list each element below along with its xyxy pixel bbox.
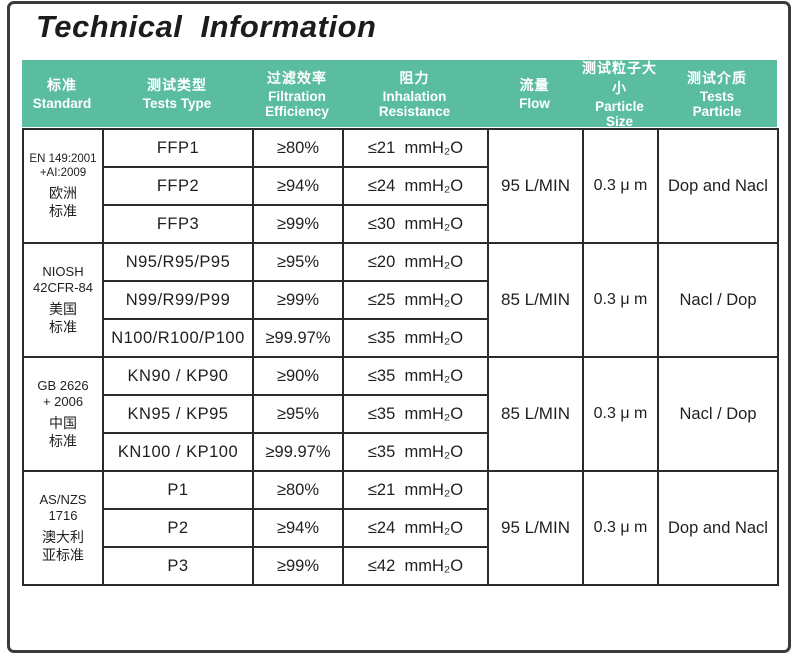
header-en: Tests Particle: [692, 88, 742, 119]
standard-code: GB 2626 + 2006: [37, 378, 89, 410]
resistance-cell: ≤35 mmH₂O: [342, 356, 489, 396]
table-row: N100/R100/P100 ≥99.97% ≤35 mmH₂O: [23, 318, 778, 358]
header-col-flow: 流量 Flow: [487, 60, 582, 127]
table-row: P3 ≥99% ≤42 mmH₂O: [23, 546, 778, 586]
efficiency-cell: ≥99%: [252, 204, 344, 244]
efficiency-cell: ≥80%: [252, 128, 344, 168]
resistance-cell: ≤20 mmH₂O: [342, 242, 489, 282]
header-en: Particle Size: [595, 98, 644, 129]
header-en: Standard: [32, 96, 92, 112]
header-col-tests-particle: 测试介质 Tests Particle: [657, 60, 777, 127]
test-type-cell: KN100 / KP100: [102, 432, 254, 472]
standard-zh: 澳大利 亚标准: [42, 528, 84, 563]
test-type-cell: FFP3: [102, 204, 254, 244]
header-zh: 测试类型: [147, 77, 207, 94]
test-particle-cell: Dop and Nacl: [657, 470, 779, 586]
efficiency-cell: ≥95%: [252, 242, 344, 282]
header-col-filtration-efficiency: 过滤效率 Filtration Efficiency: [252, 60, 342, 127]
test-particle-cell: Dop and Nacl: [657, 128, 779, 244]
particle-size-cell: 0.3 μ m: [582, 128, 659, 244]
header-zh: 过滤效率: [267, 69, 327, 86]
efficiency-cell: ≥99.97%: [252, 432, 344, 472]
efficiency-cell: ≥90%: [252, 356, 344, 396]
test-type-cell: N100/R100/P100: [102, 318, 254, 358]
table-row: P2 ≥94% ≤24 mmH₂O: [23, 508, 778, 548]
test-type-cell: P3: [102, 546, 254, 586]
table-row: NIOSH 42CFR-84 美国 标准 N95/R95/P95 ≥95% ≤2…: [22, 242, 779, 358]
test-type-cell: KN90 / KP90: [102, 356, 254, 396]
table-row: KN95 / KP95 ≥95% ≤35 mmH₂O: [23, 394, 778, 434]
test-type-cell: P2: [102, 508, 254, 548]
standard-cell-en149: EN 149:2001 +AI:2009 欧洲 标准: [22, 128, 104, 244]
header-en: Filtration Efficiency: [265, 88, 329, 119]
header-col-particle-size: 测试粒子大小 Particle Size: [582, 59, 657, 129]
standard-cell-gb2626: GB 2626 + 2006 中国 标准: [22, 356, 104, 472]
header-zh: 测试粒子大小: [582, 59, 657, 96]
resistance-cell: ≤35 mmH₂O: [342, 318, 489, 358]
standard-code: EN 149:2001 +AI:2009: [29, 152, 97, 180]
standard-code: AS/NZS 1716: [39, 492, 87, 524]
resistance-cell: ≤35 mmH₂O: [342, 394, 489, 434]
flow-cell: 95 L/MIN: [487, 128, 584, 244]
test-type-cell: FFP2: [102, 166, 254, 206]
header-zh: 测试介质: [687, 69, 747, 86]
header-en: Flow: [519, 96, 550, 112]
table-header: 标准 Standard 测试类型 Tests Type 过滤效率 Filtrat…: [22, 59, 777, 129]
resistance-cell: ≤25 mmH₂O: [342, 280, 489, 320]
efficiency-cell: ≥99%: [252, 280, 344, 320]
test-type-cell: N99/R99/P99: [102, 280, 254, 320]
particle-size-cell: 0.3 μ m: [582, 470, 659, 586]
particle-size-cell: 0.3 μ m: [582, 356, 659, 472]
resistance-cell: ≤35 mmH₂O: [342, 432, 489, 472]
particle-size-cell: 0.3 μ m: [582, 242, 659, 358]
efficiency-cell: ≥80%: [252, 470, 344, 510]
efficiency-cell: ≥99%: [252, 546, 344, 586]
efficiency-cell: ≥94%: [252, 508, 344, 548]
standard-zh: 中国 标准: [49, 414, 77, 449]
test-type-cell: KN95 / KP95: [102, 394, 254, 434]
table-row: AS/NZS 1716 澳大利 亚标准 P1 ≥80% ≤21 mmH₂O 95…: [22, 470, 779, 586]
test-particle-cell: Nacl / Dop: [657, 356, 779, 472]
header-col-inhalation-resistance: 阻力 Inhalation Resistance: [342, 60, 487, 127]
test-type-cell: P1: [102, 470, 254, 510]
page-title: Technical Information: [36, 9, 377, 44]
test-particle-cell: Nacl / Dop: [657, 242, 779, 358]
test-type-cell: FFP1: [102, 128, 254, 168]
header-zh: 标准: [47, 77, 77, 94]
flow-cell: 95 L/MIN: [487, 470, 584, 586]
header-zh: 流量: [519, 77, 550, 94]
table-row: KN100 / KP100 ≥99.97% ≤35 mmH₂O: [23, 432, 778, 472]
resistance-cell: ≤24 mmH₂O: [342, 166, 489, 206]
standard-zh: 美国 标准: [49, 300, 77, 335]
efficiency-cell: ≥99.97%: [252, 318, 344, 358]
resistance-cell: ≤24 mmH₂O: [342, 508, 489, 548]
table-row: EN 149:2001 +AI:2009 欧洲 标准 FFP1 ≥80% ≤21…: [22, 128, 779, 244]
resistance-cell: ≤42 mmH₂O: [342, 546, 489, 586]
resistance-cell: ≤30 mmH₂O: [342, 204, 489, 244]
resistance-cell: ≤21 mmH₂O: [342, 128, 489, 168]
efficiency-cell: ≥95%: [252, 394, 344, 434]
standard-zh: 欧洲 标准: [49, 184, 77, 219]
flow-cell: 85 L/MIN: [487, 242, 584, 358]
flow-cell: 85 L/MIN: [487, 356, 584, 472]
table-row: FFP3 ≥99% ≤30 mmH₂O: [23, 204, 778, 244]
standard-cell-asnzs: AS/NZS 1716 澳大利 亚标准: [22, 470, 104, 586]
table-row: N99/R99/P99 ≥99% ≤25 mmH₂O: [23, 280, 778, 320]
table-row: FFP2 ≥94% ≤24 mmH₂O: [23, 166, 778, 206]
header-col-tests-type: 测试类型 Tests Type: [102, 60, 252, 127]
standard-cell-niosh: NIOSH 42CFR-84 美国 标准: [22, 242, 104, 358]
header-en: Inhalation Resistance: [378, 88, 451, 119]
spec-table: EN 149:2001 +AI:2009 欧洲 标准 FFP1 ≥80% ≤21…: [22, 128, 779, 586]
standard-code: NIOSH 42CFR-84: [33, 264, 93, 296]
header-zh: 阻力: [399, 69, 430, 86]
header-en: Tests Type: [142, 96, 212, 112]
header-col-standard: 标准 Standard: [22, 60, 102, 127]
efficiency-cell: ≥94%: [252, 166, 344, 206]
test-type-cell: N95/R95/P95: [102, 242, 254, 282]
table-row: GB 2626 + 2006 中国 标准 KN90 / KP90 ≥90% ≤3…: [22, 356, 779, 472]
resistance-cell: ≤21 mmH₂O: [342, 470, 489, 510]
